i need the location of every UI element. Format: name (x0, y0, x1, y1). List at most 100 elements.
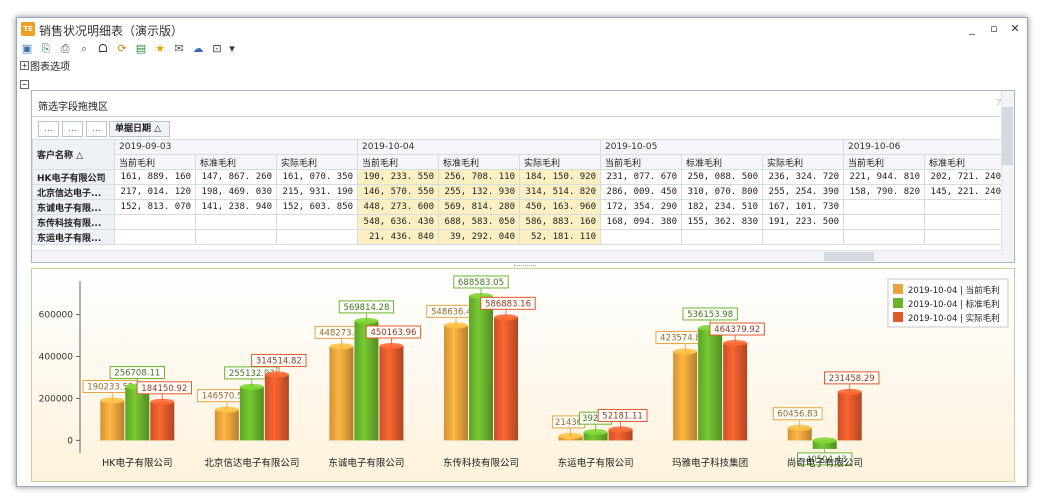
value-cell[interactable]: 314, 514. 820 (519, 184, 601, 200)
horizontal-scrollbar[interactable] (32, 250, 1003, 262)
value-cell[interactable]: 191, 223. 500 (762, 214, 844, 230)
value-cell[interactable] (276, 229, 358, 245)
drop-slot-2[interactable]: ... (62, 121, 83, 137)
value-cell[interactable] (600, 229, 682, 245)
vertical-scrollbar[interactable] (1001, 91, 1014, 262)
minimize-button[interactable]: _ (969, 22, 975, 35)
value-cell[interactable]: 147, 867. 260 (195, 169, 277, 185)
dropdown-icon[interactable]: ▾ (229, 42, 235, 55)
value-cell[interactable]: 688, 583. 050 (438, 214, 520, 230)
value-cell[interactable] (114, 229, 196, 245)
preview-icon[interactable]: ⌕ (80, 42, 88, 55)
value-cell[interactable]: 250, 088. 500 (681, 169, 763, 185)
value-cell[interactable] (762, 229, 844, 245)
value-cell[interactable]: 202, 721. 240 (924, 169, 1006, 185)
value-cell[interactable]: 221, 944. 810 (843, 169, 925, 185)
pane-splitter[interactable] (514, 265, 536, 267)
bar[interactable] (608, 429, 633, 441)
customer-name-cell[interactable]: HK电子有限公司 (32, 169, 115, 185)
table-row[interactable]: HK电子有限公司 161, 889. 160 147, 867. 260 161, 0… (32, 169, 1006, 185)
customer-name-cell[interactable]: 东诚电子有限... (32, 199, 115, 215)
value-cell[interactable]: 586, 883. 160 (519, 214, 601, 230)
mail-icon[interactable]: ✉ (174, 42, 184, 55)
value-cell[interactable]: 168, 094. 380 (600, 214, 682, 230)
value-cell[interactable]: 158, 790. 820 (843, 184, 925, 200)
table-row[interactable]: 东运电子有限... 21, 436. 840 39, 292. 040 52, 181… (32, 229, 1006, 245)
bar[interactable] (698, 327, 723, 441)
close-button[interactable]: ✕ (1010, 22, 1020, 35)
value-cell[interactable]: 255, 254. 390 (762, 184, 844, 200)
value-cell[interactable]: 155, 362. 830 (681, 214, 763, 230)
value-cell[interactable] (843, 229, 925, 245)
value-cell[interactable]: 256, 708. 110 (438, 169, 520, 185)
value-cell[interactable] (843, 199, 925, 215)
bar[interactable] (125, 386, 150, 441)
vertical-scroll-thumb[interactable] (1002, 107, 1013, 165)
value-cell[interactable]: 161, 889. 160 (114, 169, 196, 185)
customer-column-header[interactable]: 客户名称 △ (32, 139, 115, 170)
export-icon[interactable]: ▣ (21, 42, 33, 55)
bar[interactable] (583, 432, 608, 441)
date-field-button[interactable]: 单据日期 △ (109, 121, 171, 137)
value-cell[interactable]: 215, 931. 190 (276, 184, 358, 200)
value-cell[interactable] (924, 214, 1006, 230)
value-cell[interactable]: 548, 636. 430 (357, 214, 439, 230)
value-cell[interactable]: 255, 132. 930 (438, 184, 520, 200)
value-cell[interactable]: 448, 273. 600 (357, 199, 439, 215)
value-cell[interactable]: 172, 354. 290 (600, 199, 682, 215)
bar[interactable] (214, 409, 239, 441)
horizontal-scroll-thumb[interactable] (824, 252, 874, 261)
bar[interactable] (239, 386, 264, 441)
value-cell[interactable]: 167, 101. 730 (762, 199, 844, 215)
bar[interactable] (812, 440, 837, 449)
collapse-icon[interactable]: − (20, 80, 29, 89)
bar[interactable] (837, 391, 862, 441)
favorite-icon[interactable]: ★ (155, 42, 165, 55)
value-cell[interactable]: 217, 014. 120 (114, 184, 196, 200)
comment-icon[interactable]: ☁ (192, 42, 204, 55)
value-cell[interactable]: 450, 163. 960 (519, 199, 601, 215)
bar[interactable] (329, 346, 354, 441)
bar[interactable] (264, 374, 289, 441)
value-cell[interactable]: 152, 813. 070 (114, 199, 196, 215)
bar[interactable] (673, 351, 698, 441)
chart-options-toggle[interactable]: + 图表选项 (20, 58, 70, 73)
value-cell[interactable]: 152, 603. 850 (276, 199, 358, 215)
value-cell[interactable]: 39, 292. 040 (438, 229, 520, 245)
table-row[interactable]: 东传科技有限... 548, 636. 430 688, 583. 050 586, … (32, 214, 1006, 230)
bar[interactable] (354, 320, 379, 441)
bar[interactable] (787, 427, 812, 441)
collapse-toggle[interactable]: − (20, 79, 29, 90)
filter-drop-zone[interactable]: 筛选字段拖拽区 72 (32, 91, 1014, 117)
customer-name-cell[interactable]: 东运电子有限... (32, 229, 115, 245)
value-cell[interactable]: 569, 814. 280 (438, 199, 520, 215)
value-cell[interactable] (114, 214, 196, 230)
value-cell[interactable] (276, 214, 358, 230)
value-cell[interactable]: 184, 150. 920 (519, 169, 601, 185)
value-cell[interactable] (681, 229, 763, 245)
value-cell[interactable] (924, 199, 1006, 215)
value-cell[interactable] (195, 214, 277, 230)
excel-icon[interactable]: ▤ (135, 42, 147, 55)
bar[interactable] (723, 343, 748, 441)
print-icon[interactable]: ⎙ (60, 42, 70, 55)
value-cell[interactable]: 286, 009. 450 (600, 184, 682, 200)
value-cell[interactable]: 141, 238. 940 (195, 199, 277, 215)
value-cell[interactable] (843, 214, 925, 230)
bar[interactable] (469, 295, 493, 441)
drop-slot-1[interactable]: ... (38, 121, 59, 137)
bar[interactable] (444, 325, 468, 441)
value-cell[interactable]: 52, 181. 110 (519, 229, 601, 245)
copy-icon[interactable]: ⎘ (41, 42, 51, 55)
value-cell[interactable]: 190, 233. 550 (357, 169, 439, 185)
maximize-button[interactable]: ▫ (990, 22, 998, 35)
value-cell[interactable] (924, 229, 1006, 245)
bar[interactable] (494, 317, 518, 441)
expand-icon[interactable]: + (20, 61, 29, 70)
layout-icon[interactable]: ⊡ (212, 42, 222, 55)
value-cell[interactable]: 198, 469. 030 (195, 184, 277, 200)
value-cell[interactable]: 310, 070. 800 (681, 184, 763, 200)
value-cell[interactable]: 161, 070. 350 (276, 169, 358, 185)
value-cell[interactable]: 145, 221. 240 (924, 184, 1006, 200)
drop-slot-3[interactable]: ... (86, 121, 107, 137)
